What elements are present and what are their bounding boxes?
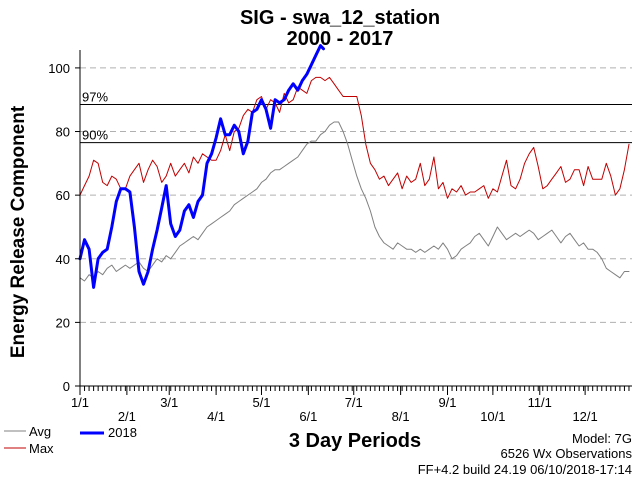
percentile-lines: 97% 90% <box>80 89 632 144</box>
x-tick-label-8: 9/1 <box>438 395 456 410</box>
series-group <box>78 44 630 289</box>
model-label: Model: 7G <box>572 431 632 446</box>
x-tick-label-10: 11/1 <box>528 395 552 410</box>
x-tick-label-1: 2/1 <box>118 409 136 424</box>
y-tick-label-80: 80 <box>56 125 70 140</box>
x-tick-label-4: 5/1 <box>252 395 270 410</box>
y-tick-labels: 0 20 40 60 80 100 <box>48 61 70 394</box>
y-tick-label-40: 40 <box>56 252 70 267</box>
axes-group <box>75 50 632 395</box>
x-tick-label-7: 8/1 <box>392 409 410 424</box>
x-tick-label-0: 1/1 <box>71 395 89 410</box>
observations-label: 6526 Wx Observations <box>500 446 632 461</box>
y-tick-label-20: 20 <box>56 315 70 330</box>
x-tick-label-6: 7/1 <box>345 395 363 410</box>
y-tick-label-0: 0 <box>63 379 70 394</box>
legend-2018-label: 2018 <box>108 425 137 440</box>
series-line-avg <box>79 121 630 282</box>
x-tick-label-5: 6/1 <box>299 409 317 424</box>
x-axis-label: 3 Day Periods <box>289 430 421 452</box>
x-tick-label-9: 10/1 <box>480 409 505 424</box>
legend-max-label: Max <box>29 441 54 456</box>
percentile-label-1: 90% <box>82 128 108 143</box>
legend: Avg 2018 Max <box>4 424 137 456</box>
y-axis-label: Energy Release Component <box>8 105 29 358</box>
chart-title: SIG - swa_12_station <box>240 7 440 29</box>
chart-subtitle: 2000 - 2017 <box>287 28 394 50</box>
y-tick-label-100: 100 <box>48 61 70 76</box>
x-tick-label-11: 12/1 <box>572 409 597 424</box>
series-line-max <box>79 76 630 199</box>
legend-avg-label: Avg <box>29 424 51 439</box>
percentile-label-0: 97% <box>82 89 108 104</box>
x-tick-label-3: 4/1 <box>207 409 225 424</box>
x-tick-label-2: 3/1 <box>160 395 178 410</box>
x-tick-labels: 1/1 2/1 3/1 4/1 5/1 6/1 7/1 8/1 9/1 10/1 11/1 12/1 <box>71 395 598 424</box>
y-tick-label-60: 60 <box>56 188 70 203</box>
grid-lines <box>80 67 632 323</box>
series-line-2018 <box>78 44 325 289</box>
build-label: FF+4.2 build 24.19 06/10/2018-17:14 <box>418 462 632 477</box>
